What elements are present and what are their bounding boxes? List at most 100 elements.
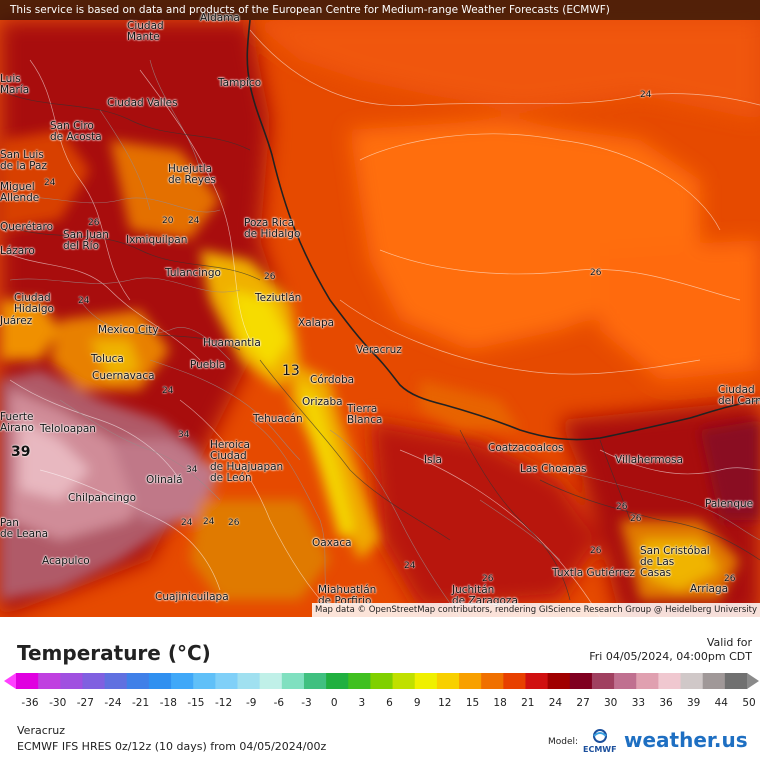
scale-tick-label: 39: [687, 697, 701, 709]
city-label: Veracruz: [356, 344, 402, 356]
city-label: Juárez: [0, 315, 33, 327]
isoline-label: 24: [78, 296, 90, 306]
ecmwf-banner: This service is based on data and produc…: [0, 0, 760, 20]
city-label: Luis María: [0, 73, 30, 96]
city-label: Juchitán de Zaragoza: [452, 584, 518, 607]
isoline-label: 13: [282, 363, 300, 379]
city-label: Las Choapas: [520, 463, 587, 475]
city-label: Lázaro: [0, 245, 35, 257]
scale-cell: [126, 673, 150, 689]
isoline-label: 24: [640, 90, 652, 100]
scale-tick-label: -6: [273, 697, 285, 709]
scale-cell: [370, 673, 394, 689]
city-label: Chilpancingo: [68, 492, 137, 504]
scale-tick-label: 12: [438, 697, 452, 709]
scale-tick-label: -21: [132, 697, 150, 709]
city-label: San Ciro de Acosta: [50, 120, 102, 143]
city-label: Heroica Ciudad de Huajuapan de León: [210, 439, 284, 484]
scale-cell: [614, 673, 637, 689]
city-label: Tehuacán: [253, 413, 303, 425]
scale-cell: [724, 673, 748, 689]
scale-cell: [348, 673, 371, 689]
scale-tick-label: 44: [714, 697, 728, 709]
scale-cell: [303, 673, 327, 689]
scale-cell: [148, 673, 172, 689]
scale-tick-label: 3: [358, 697, 366, 709]
scale-tick-label: 21: [521, 697, 535, 709]
scale-tick-label: -24: [104, 697, 122, 709]
scale-tick-label: 18: [493, 697, 507, 709]
city-label: Coatzacoalcos: [488, 442, 564, 454]
isoline-label: 26: [482, 574, 494, 584]
scale-cell: [259, 673, 283, 689]
city-label: Pan de Leana: [0, 517, 49, 540]
scale-cells: [16, 673, 748, 689]
city-label: Ixmiquilpan: [126, 234, 188, 246]
scale-tick-label: 36: [659, 697, 673, 709]
city-label: Tulancingo: [165, 267, 221, 279]
isoline-label: 24: [162, 386, 174, 396]
city-label: Puebla: [190, 359, 226, 371]
scale-cell: [82, 673, 106, 689]
scale-tick-label: 0: [330, 697, 338, 709]
scale-cell: [459, 673, 482, 689]
city-label: Tuxtla Gutiérrez: [552, 567, 635, 579]
scale-cell: [193, 673, 216, 689]
isoline-label: 24: [203, 517, 215, 527]
isoline-label: 26: [630, 514, 642, 524]
isoline-label: 24: [404, 561, 416, 571]
city-label: Poza Rica de Hidalgo: [244, 217, 301, 240]
scale-tick-label: -12: [215, 697, 233, 709]
scale-cell: [414, 673, 438, 689]
scale-tick-label: 15: [465, 697, 480, 709]
scale-cell: [38, 673, 61, 689]
scale-tick-label: 27: [576, 697, 590, 709]
city-label: Cuajinicuilapa: [155, 591, 229, 603]
isoline-label: 26: [616, 502, 628, 512]
scale-cell: [326, 673, 349, 689]
map-attribution: Map data © OpenStreetMap contributors, r…: [312, 603, 760, 617]
city-label: San Cristóbal de Las Casas: [640, 545, 710, 579]
scale-cell: [215, 673, 239, 689]
scale-tick-label: 9: [413, 697, 421, 709]
scale-tick-label: -30: [49, 697, 67, 709]
scale-tick-label: -9: [245, 697, 257, 709]
scale-cell: [591, 673, 615, 689]
isoline-label: 34: [178, 430, 190, 440]
weather-us-logo[interactable]: weather.us: [624, 728, 748, 752]
scale-tick-label: 24: [548, 697, 563, 709]
scale-cell: [60, 673, 83, 689]
weather-map[interactable]: This service is based on data and produc…: [0, 0, 760, 617]
city-label: Ciudad Hidalgo: [14, 292, 54, 315]
city-label: Miguel Allende: [0, 181, 40, 204]
scale-cell: [547, 673, 571, 689]
model-run: ECMWF IFS HRES 0z/12z (10 days) from 04/…: [17, 740, 327, 753]
isoline-label: 26: [590, 546, 602, 556]
scale-cell: [281, 673, 305, 689]
scale-tick-label: 33: [631, 697, 646, 709]
valid-time: Fri 04/05/2024, 04:00pm CDT: [589, 650, 752, 663]
city-label: Oaxaca: [312, 537, 352, 549]
city-label: San Luis de la Paz: [0, 149, 47, 172]
scale-cell: [392, 673, 416, 689]
isoline-label: 24: [188, 216, 200, 226]
scale-cell: [636, 673, 659, 689]
city-label: Fuerte Airano: [0, 411, 34, 434]
city-label: Toluca: [91, 353, 124, 365]
scale-cell: [569, 673, 593, 689]
scale-cell: [658, 673, 682, 689]
scale-cell: [171, 673, 194, 689]
isoline-label: 34: [186, 465, 198, 475]
city-label: San Juan del Río: [63, 229, 109, 252]
city-label: Córdoba: [310, 374, 355, 386]
isoline-label: 26: [724, 574, 736, 584]
isoline-label: 20: [162, 216, 174, 226]
scale-cell: [16, 673, 39, 689]
city-label: Ciudad Mante: [127, 20, 164, 43]
scale-tick-label: -36: [21, 697, 39, 709]
city-label: Ciudad Valles: [107, 97, 178, 109]
scale-cell: [104, 673, 128, 689]
isoline-label: 26: [264, 272, 276, 282]
city-label: Mexico City: [98, 324, 159, 336]
city-label: Teloloapan: [40, 423, 96, 435]
